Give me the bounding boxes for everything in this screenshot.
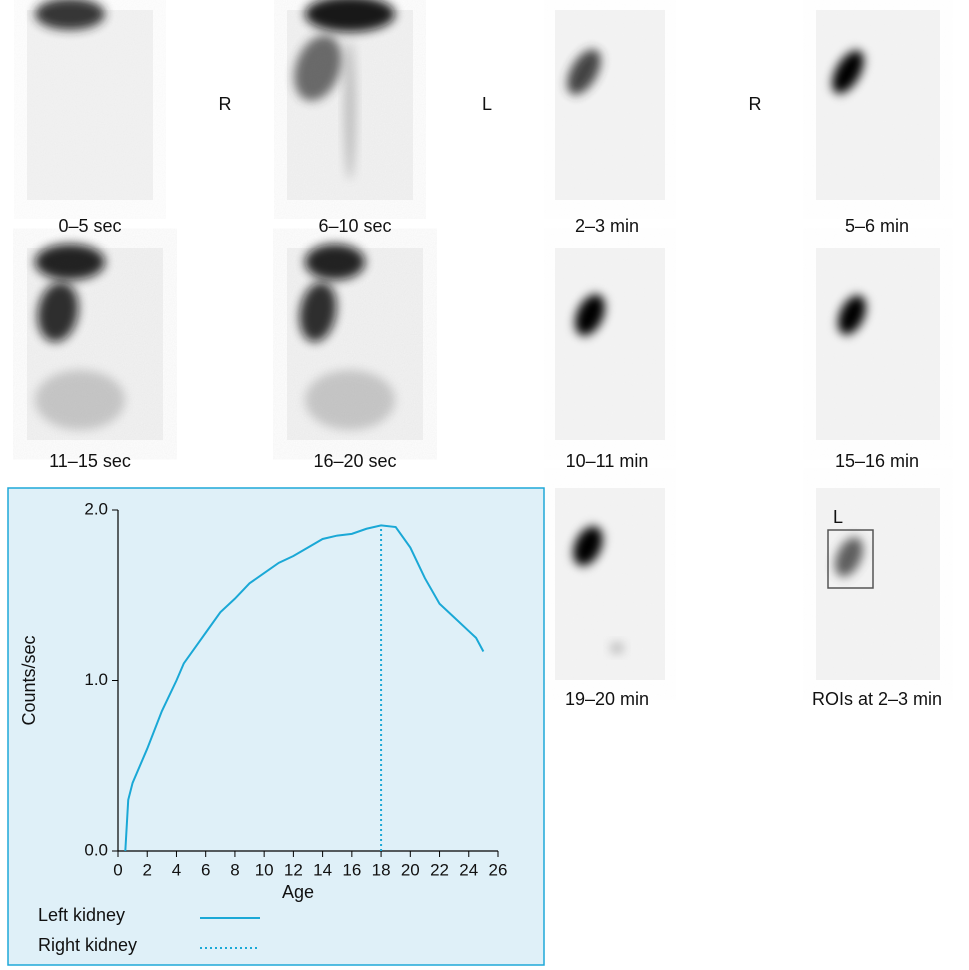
series-line xyxy=(124,524,485,852)
scan-label: 5–6 min xyxy=(845,216,909,236)
uptake xyxy=(832,50,864,94)
scan-label: 10–11 min xyxy=(566,451,649,471)
scan-image xyxy=(816,10,940,200)
x-tick-label: 18 xyxy=(372,860,391,879)
y-tick-label: 2.0 xyxy=(84,499,108,518)
uptake xyxy=(837,295,867,335)
scan-noise xyxy=(816,10,940,200)
uptake xyxy=(305,370,395,430)
scan-label: 11–15 sec xyxy=(49,451,131,471)
x-tick-label: 10 xyxy=(255,860,274,879)
scan-noise xyxy=(27,10,153,200)
x-tick-label: 8 xyxy=(230,860,239,879)
uptake xyxy=(344,40,356,180)
scan-image xyxy=(27,244,163,440)
scan-noise xyxy=(555,10,665,200)
x-axis-label: Age xyxy=(282,882,314,902)
x-tick-label: 16 xyxy=(342,860,361,879)
scan-image xyxy=(816,488,940,680)
x-tick-label: 20 xyxy=(401,860,420,879)
scan-label: ROIs at 2–3 min xyxy=(812,689,942,709)
y-axis-label: Counts/sec xyxy=(19,635,39,725)
scan-label: 2–3 min xyxy=(575,216,639,236)
y-tick-label: 1.0 xyxy=(84,670,108,689)
uptake xyxy=(574,294,606,336)
uptake xyxy=(299,282,337,342)
scan-image xyxy=(27,0,153,200)
roi-label: L xyxy=(833,507,843,527)
uptake xyxy=(37,282,79,342)
uptake xyxy=(834,537,864,577)
scan-label: 0–5 sec xyxy=(58,216,121,236)
scan-label: 6–10 sec xyxy=(318,216,391,236)
scan-image xyxy=(555,248,665,440)
chart-panel xyxy=(7,487,545,966)
side-label: R xyxy=(219,94,232,114)
scan-image xyxy=(287,0,413,200)
x-tick-label: 12 xyxy=(284,860,303,879)
scan-noise xyxy=(555,488,665,680)
scan-label: 19–20 min xyxy=(565,689,649,709)
x-tick-label: 0 xyxy=(113,860,122,879)
uptake xyxy=(305,244,365,280)
uptake xyxy=(610,642,624,654)
scan-noise xyxy=(555,248,665,440)
legend-label: Right kidney xyxy=(38,935,137,955)
x-tick-label: 22 xyxy=(430,860,449,879)
x-tick-label: 6 xyxy=(201,860,210,879)
x-tick-label: 24 xyxy=(459,860,478,879)
side-label: R xyxy=(749,94,762,114)
uptake xyxy=(567,49,601,95)
side-label: L xyxy=(482,94,492,114)
uptake xyxy=(573,526,603,566)
x-tick-label: 4 xyxy=(172,860,181,879)
x-tick-label: 14 xyxy=(313,860,332,879)
roi-box xyxy=(827,529,874,589)
x-tick-label: 2 xyxy=(142,860,151,879)
x-tick-label: 26 xyxy=(489,860,508,879)
uptake xyxy=(35,0,105,30)
uptake xyxy=(35,244,105,280)
scan-label: 16–20 sec xyxy=(313,451,396,471)
uptake xyxy=(305,0,395,32)
scan-image xyxy=(555,10,665,200)
legend-label: Left kidney xyxy=(38,905,125,925)
scan-noise xyxy=(816,248,940,440)
y-tick-label: 0.0 xyxy=(84,840,108,859)
uptake xyxy=(35,370,125,430)
scan-image xyxy=(816,248,940,440)
uptake xyxy=(294,35,342,101)
scan-image xyxy=(555,488,665,680)
scan-image xyxy=(287,244,423,440)
scan-noise xyxy=(816,488,940,680)
scan-label: 15–16 min xyxy=(835,451,919,471)
